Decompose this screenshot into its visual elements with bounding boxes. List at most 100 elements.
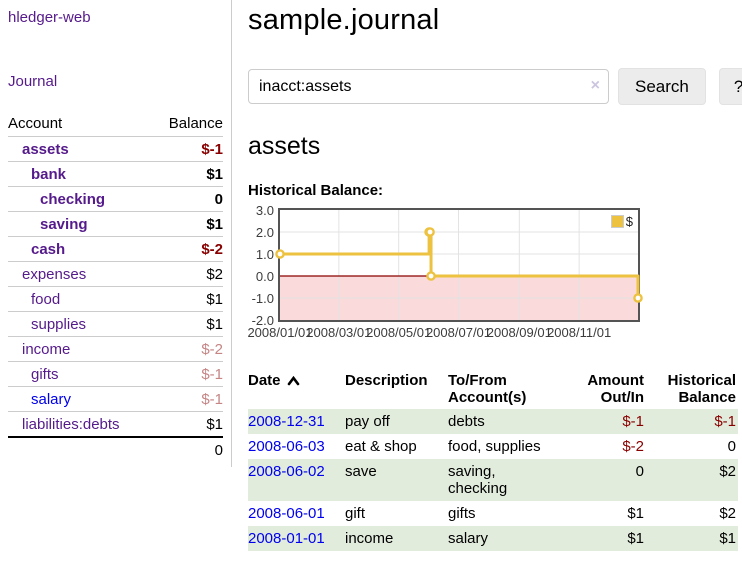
accounts-header-account: Account (8, 115, 63, 132)
account-row: supplies $1 (8, 311, 223, 337)
col-date: Date (248, 369, 345, 409)
account-row: checking 0 (8, 186, 223, 212)
sidebar-account-balance: $1 (206, 316, 223, 333)
register-table-body: 2008-12-31 pay off debts $-1 $-1 2008-06-03 ea… (248, 409, 738, 551)
sidebar-account-link[interactable]: income (22, 341, 71, 358)
accounts-total-row: 0 (8, 436, 223, 463)
sidebar-account-balance: 0 (214, 191, 223, 208)
x-axis-tick-label: 2008/11/01 (547, 325, 612, 340)
legend-swatch-icon (610, 215, 624, 228)
transaction-accounts: saving, checking (448, 463, 508, 497)
search-button[interactable]: Search (618, 68, 706, 105)
register-row: 2008-06-02 save saving, checking 0 $2 (248, 459, 738, 501)
accounts-total-balance: 0 (152, 436, 223, 463)
sidebar-account-link[interactable]: checking (40, 191, 106, 208)
transaction-accounts: gifts (448, 505, 476, 522)
col-balance: Historical Balance (667, 372, 736, 406)
y-axis-tick-label: 3.0 (255, 203, 274, 218)
sidebar-account-link[interactable]: assets (22, 141, 69, 158)
journal-link[interactable]: Journal (8, 73, 58, 90)
sidebar-account-balance: $1 (206, 216, 223, 233)
y-axis-tick-label: 2.0 (255, 225, 274, 240)
sidebar-account-link[interactable]: liabilities:debts (22, 416, 120, 433)
transaction-description: income (345, 530, 394, 547)
col-description: Description (345, 372, 428, 389)
sidebar-account-balance: $-2 (201, 241, 223, 258)
sidebar-account-balance: $-1 (201, 141, 223, 158)
register-row: 2008-01-01 income salary $1 $1 (248, 526, 738, 551)
transaction-date-link[interactable]: 2008-06-02 (248, 463, 325, 480)
register-row: 2008-06-03 eat & shop food, supplies $-2 0 (248, 434, 738, 459)
search-box: × (248, 69, 609, 104)
sort-asc-icon (287, 375, 299, 385)
help-button[interactable]: ? (718, 68, 742, 105)
x-axis-tick-label: 2008/07/01 (425, 325, 492, 340)
transaction-accounts: salary (448, 530, 489, 547)
register-table: Date Description To/From Account(s) Amou… (248, 369, 738, 551)
x-axis-tick-label: 2008/01/01 (247, 325, 313, 340)
sidebar-account-balance: $-1 (201, 391, 223, 408)
account-row: bank $1 (8, 161, 223, 187)
transaction-balance: $1 (719, 530, 736, 547)
transaction-balance: $2 (719, 505, 736, 522)
app-title-link[interactable]: hledger-web (8, 9, 91, 26)
transaction-accounts: debts (448, 413, 485, 430)
y-axis-tick-label: -1.0 (251, 291, 274, 306)
clear-search-icon[interactable]: × (590, 77, 600, 94)
sidebar-account-link[interactable]: saving (40, 216, 88, 233)
search-input[interactable] (248, 69, 609, 104)
sidebar-account-balance: $1 (206, 291, 223, 308)
accounts-header-balance: Balance (168, 115, 223, 132)
x-axis-tick-label: 2008/03/01 (306, 325, 372, 340)
transaction-amount: $-1 (622, 413, 644, 430)
sidebar-account-link[interactable]: expenses (22, 266, 87, 283)
transaction-description: pay off (345, 413, 390, 430)
chart-plot-area[interactable]: $ (275, 208, 643, 322)
sidebar-account-balance: $1 (206, 166, 223, 183)
sidebar-account-link[interactable]: bank (31, 166, 67, 183)
y-axis-tick-label: 0.0 (255, 269, 274, 284)
transaction-date-link[interactable]: 2008-06-01 (248, 505, 325, 522)
legend-label: $ (625, 214, 633, 229)
accounts-header-row: Account Balance (8, 112, 223, 137)
accounts-total-spacer (8, 436, 153, 463)
sidebar-account-link[interactable]: supplies (31, 316, 87, 333)
sidebar-account-link[interactable]: gifts (31, 366, 59, 383)
sidebar-account-link[interactable]: salary (31, 391, 72, 408)
sort-by-date-link[interactable]: Date (248, 372, 300, 389)
account-row: liabilities:debts $1 (8, 411, 223, 438)
sidebar-account-link[interactable]: cash (31, 241, 66, 258)
chart-title: Historical Balance: (248, 182, 384, 199)
transaction-description: save (345, 463, 377, 480)
transaction-description: gift (345, 505, 366, 522)
transaction-balance: $2 (719, 463, 736, 480)
sidebar-account-link[interactable]: food (31, 291, 61, 308)
balance-chart: $ 3.0 2.0 1.0 0.0 -1.0 -2.0 2008/01/01 2008/03/… (247, 204, 648, 342)
transaction-date-link[interactable]: 2008-01-01 (248, 530, 325, 547)
sidebar-account-balance: $2 (206, 266, 223, 283)
account-row: salary $-1 (8, 386, 223, 412)
transaction-date-link[interactable]: 2008-06-03 (248, 438, 325, 455)
transaction-date-link[interactable]: 2008-12-31 (248, 413, 325, 430)
chart-legend: $ (609, 214, 634, 229)
transaction-balance: 0 (727, 438, 736, 455)
account-row: food $1 (8, 286, 223, 312)
col-date-label: Date (248, 372, 281, 389)
main-content: sample.journal × Search ? assets Histori… (232, 0, 742, 551)
transaction-description: eat & shop (345, 438, 417, 455)
account-row: gifts $-1 (8, 361, 223, 387)
y-axis-tick-label: -2.0 (251, 313, 274, 328)
transaction-balance: $-1 (714, 413, 736, 430)
account-heading: assets (248, 132, 321, 160)
sidebar-account-balance: $1 (206, 416, 223, 433)
sidebar: hledger-web Journal Account Balance asse… (0, 0, 232, 467)
col-accounts: To/From Account(s) (448, 372, 527, 406)
col-amount: Amount Out/In (587, 372, 644, 406)
transaction-amount: 0 (635, 463, 644, 480)
transaction-accounts: food, supplies (448, 438, 541, 455)
page-title: sample.journal (248, 4, 440, 36)
app: hledger-web Journal Account Balance asse… (0, 0, 742, 551)
transaction-amount: $1 (627, 505, 644, 522)
search-form: × Search ? (248, 68, 742, 105)
x-axis-tick-label: 2008/09/01 (486, 325, 552, 340)
